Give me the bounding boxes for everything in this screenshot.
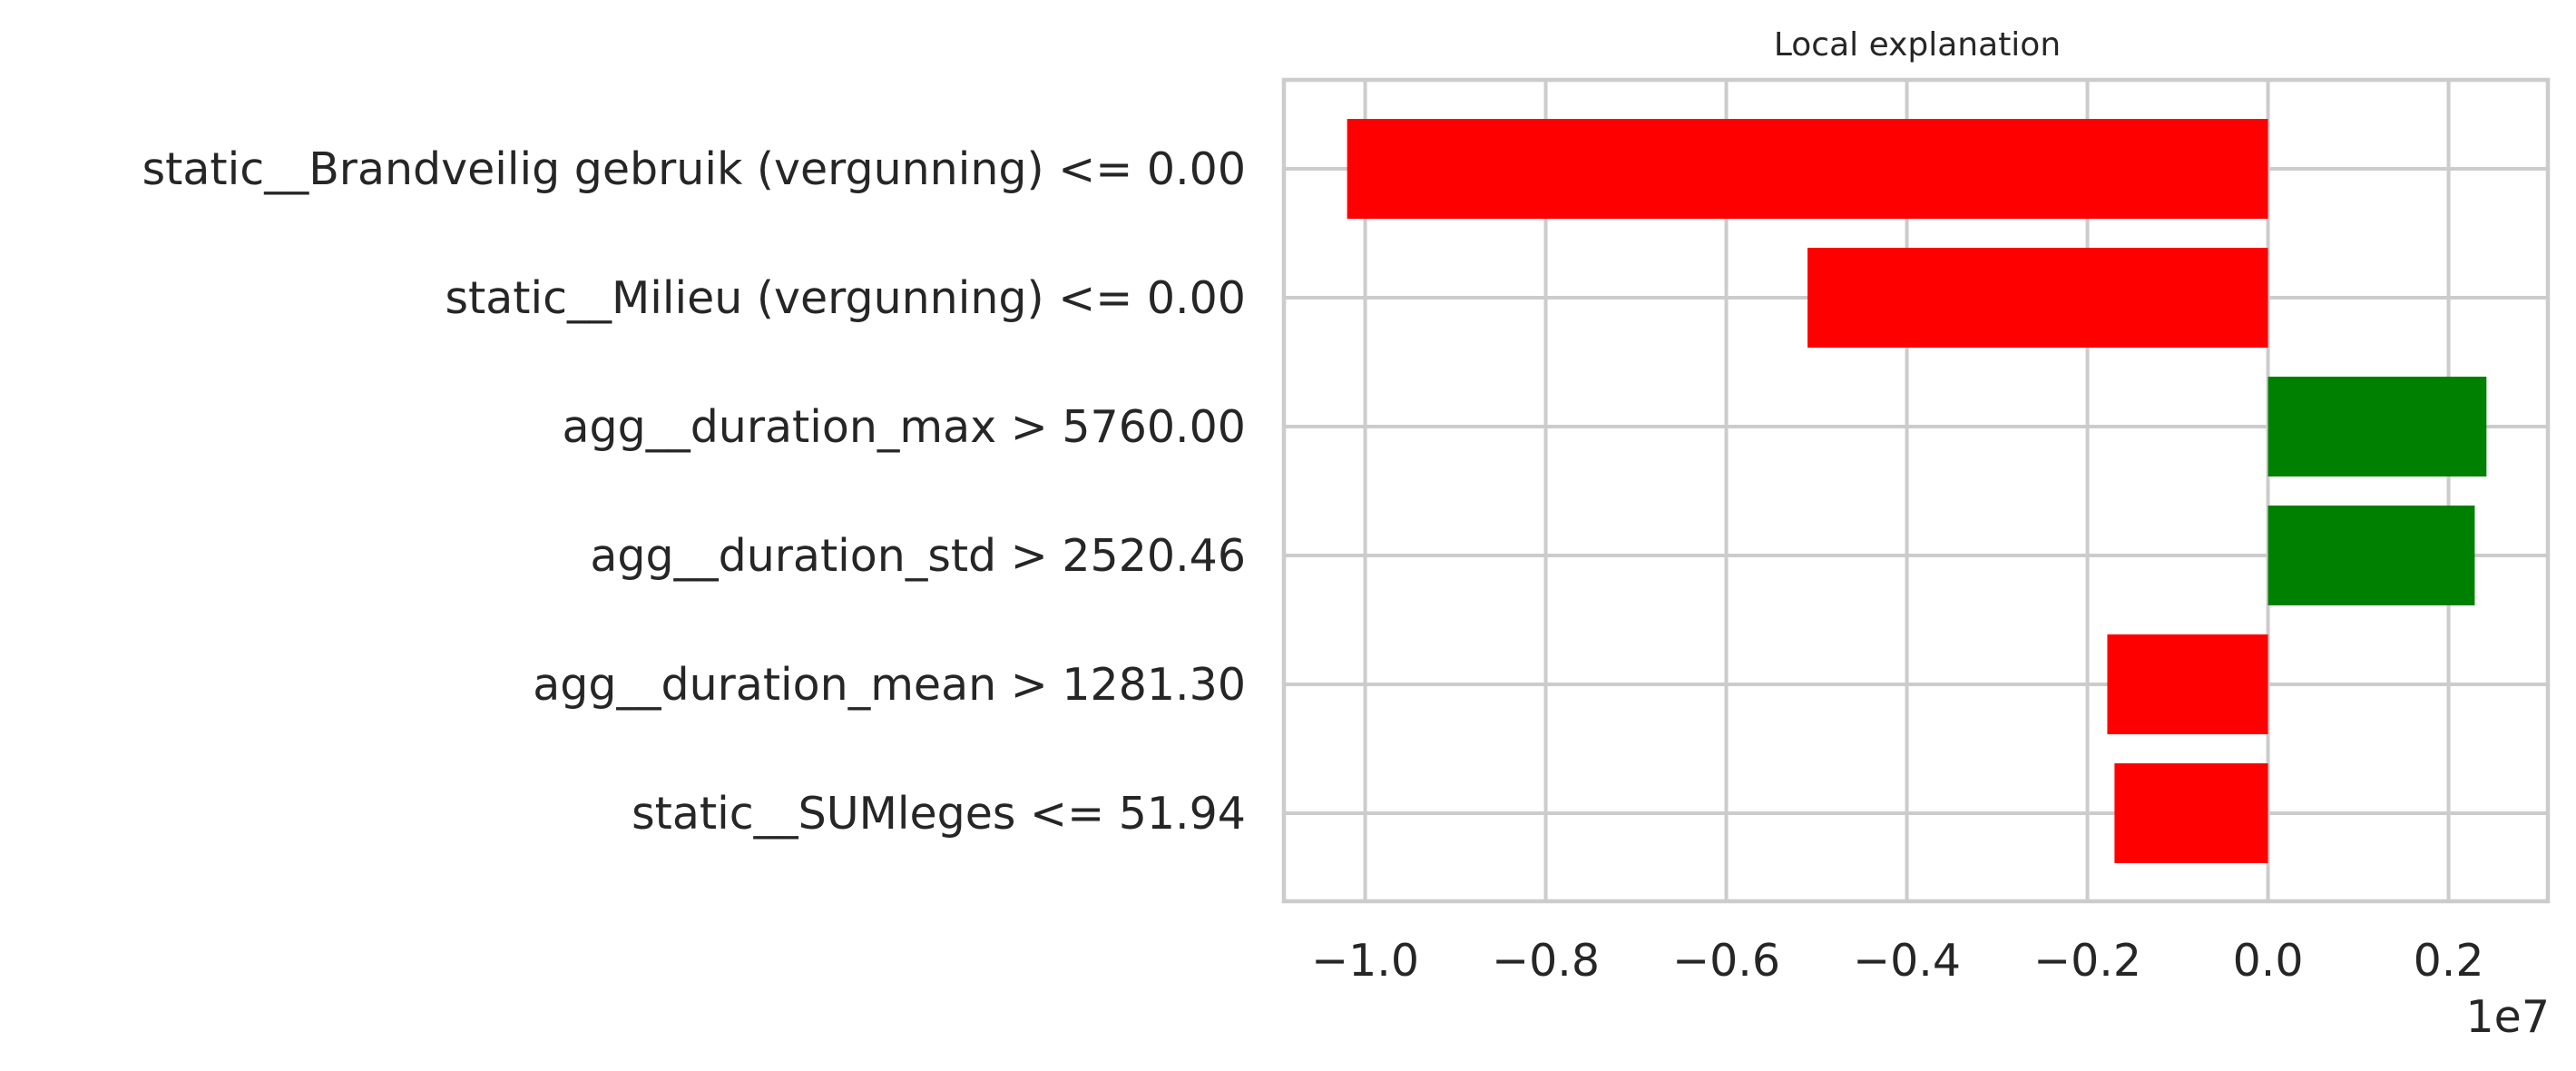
y-axis-labels: static__Brandveilig gebruik (vergunning)… [142,143,1246,840]
bar-1 [1347,119,2268,219]
x-tick-label: −0.8 [1492,935,1600,987]
bar-5 [2107,634,2268,734]
x-axis-ticks: −1.0 −0.8 −0.6 −0.4 −0.2 0.0 0.2 [1311,935,2483,987]
x-tick-label: −0.4 [1853,935,1961,987]
bar-6 [2114,763,2268,863]
y-tick-label: static__SUMleges <= 51.94 [632,788,1246,840]
x-tick-label: −0.6 [1672,935,1780,987]
y-tick-label: static__Brandveilig gebruik (vergunning)… [142,143,1246,195]
bar-4 [2267,506,2475,605]
x-tick-label: −1.0 [1311,935,1419,987]
y-tick-label: agg__duration_max > 5760.00 [562,401,1246,453]
bars [1347,119,2487,863]
y-tick-label: agg__duration_std > 2520.46 [590,530,1246,582]
y-tick-label: static__Milieu (vergunning) <= 0.00 [445,272,1246,324]
y-tick-label: agg__duration_mean > 1281.30 [533,659,1246,711]
x-tick-label: 0.0 [2233,935,2304,987]
chart-title: Local explanation [1774,26,2061,64]
x-axis-offset-label: 1e7 [2466,991,2551,1043]
bar-2 [1807,248,2268,348]
x-tick-label: −0.2 [2033,935,2141,987]
plot-frame [1281,77,2551,904]
bar-3 [2267,377,2487,477]
x-tick-label: 0.2 [2414,935,2484,987]
